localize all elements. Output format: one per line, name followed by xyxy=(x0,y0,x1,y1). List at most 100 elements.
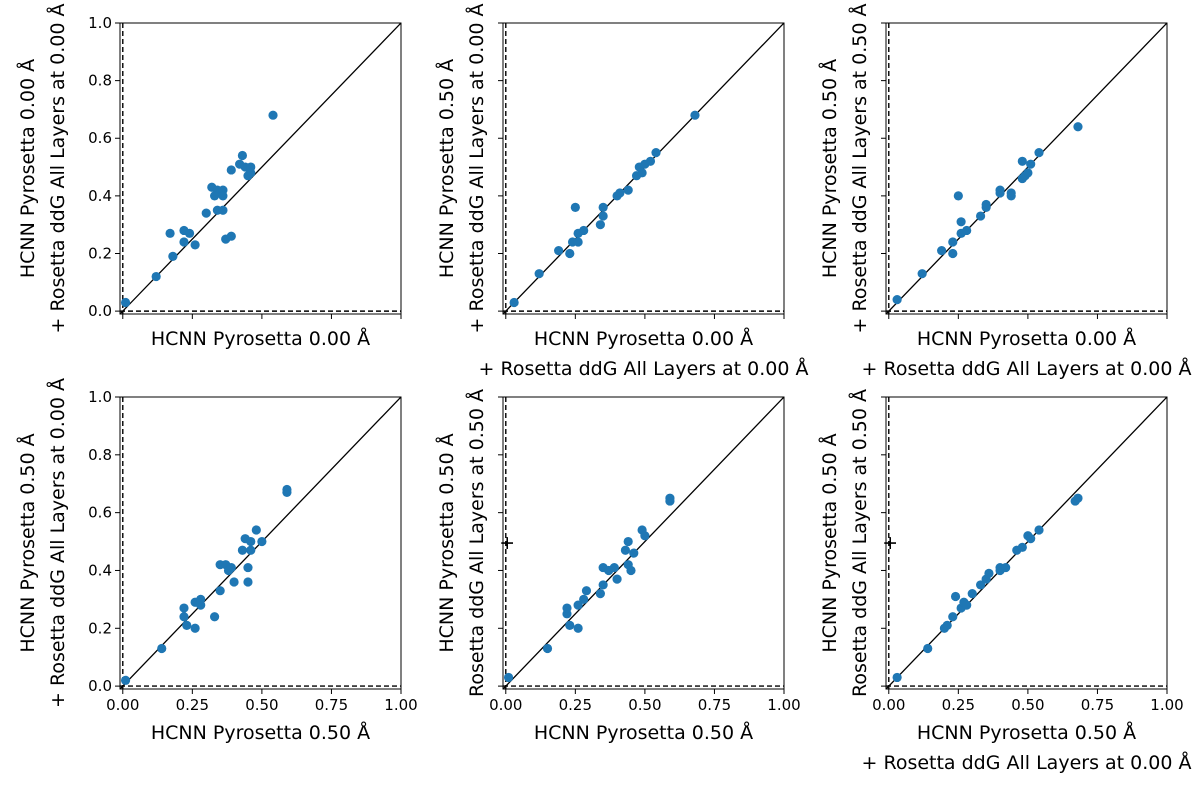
data-point xyxy=(218,205,228,215)
x-tick-label: 0.00 xyxy=(489,696,522,714)
y-tick-label: 0.4 xyxy=(88,561,112,579)
x-axis-label: HCNN Pyrosetta 0.00 Å xyxy=(534,327,753,350)
data-point xyxy=(573,623,583,633)
data-point xyxy=(1017,542,1027,552)
y-axis-label: HCNN Pyrosetta 0.50 Å xyxy=(16,433,39,652)
data-point xyxy=(948,248,958,259)
y-tick-label: 0.6 xyxy=(88,129,112,147)
data-point xyxy=(1073,122,1083,132)
plot-area xyxy=(886,23,1167,314)
data-point xyxy=(640,531,650,541)
data-point xyxy=(120,675,131,685)
data-point xyxy=(579,594,589,604)
data-point xyxy=(942,620,952,630)
data-point xyxy=(243,562,253,573)
data-point xyxy=(243,577,253,587)
y-axis-label: HCNN Pyrosetta 0.50 Å xyxy=(435,59,458,278)
panel-6: 0.00 0.25 0.50 0.75 1.00 HCNN Pyrosetta 0.50 … xyxy=(818,389,1191,774)
data-point xyxy=(612,574,622,584)
data-point xyxy=(892,672,902,683)
data-point xyxy=(595,588,605,599)
y-tick-label: 0.2 xyxy=(88,244,112,262)
x-tick-label: 0.75 xyxy=(698,696,731,714)
y-axis-label: HCNN Pyrosetta 0.50 Å xyxy=(435,433,458,652)
x-tick-label: 1.00 xyxy=(384,696,417,714)
y-axis-label: Rosetta ddG All Layers at 0.50 Å xyxy=(848,389,871,697)
panel-3: HCNN Pyrosetta 0.00 Å + Rosetta ddG All L… xyxy=(818,4,1191,380)
y-tick-label: 1.0 xyxy=(88,388,112,406)
data-point xyxy=(190,623,200,633)
data-point xyxy=(579,225,589,236)
data-point xyxy=(196,594,206,604)
data-point xyxy=(690,110,700,120)
plot-area xyxy=(503,23,784,314)
data-point xyxy=(950,591,961,602)
y-axis-label: HCNN Pyrosetta 0.50 Å xyxy=(818,59,841,278)
data-point xyxy=(995,185,1005,195)
data-point xyxy=(948,237,958,247)
axes-frame xyxy=(119,22,402,315)
data-point xyxy=(215,586,225,596)
y-axis-label: HCNN Pyrosetta 0.50 Å xyxy=(818,433,841,652)
x-tick-label: 0.25 xyxy=(559,696,592,714)
data-point xyxy=(282,484,292,495)
data-point xyxy=(120,297,131,308)
data-point xyxy=(184,228,195,238)
data-point xyxy=(246,536,256,547)
x-axis-label: HCNN Pyrosetta 0.50 Å xyxy=(151,721,370,744)
data-point xyxy=(268,110,278,120)
y-axis-label: + Rosetta ddG All Layers at 0.00 Å xyxy=(465,4,488,334)
y-tick-label: 0.8 xyxy=(88,72,112,90)
data-point xyxy=(962,225,972,236)
data-point xyxy=(629,548,639,558)
data-point xyxy=(665,493,675,503)
data-point xyxy=(229,577,239,587)
x-axis-label: + Rosetta ddG All Layers at 0.00 Å xyxy=(479,357,809,380)
axes-frame xyxy=(119,396,402,690)
x-tick-label: 0.00 xyxy=(872,696,905,714)
data-point xyxy=(554,246,564,256)
x-tick-label: 0.25 xyxy=(942,696,975,714)
data-point xyxy=(623,185,633,195)
data-point xyxy=(975,580,986,590)
data-point xyxy=(981,199,991,210)
data-point xyxy=(623,536,633,547)
data-point xyxy=(503,672,514,683)
plot-area xyxy=(503,397,784,689)
data-point xyxy=(1001,562,1011,573)
data-point xyxy=(168,251,178,261)
axes-frame xyxy=(885,22,1168,315)
axes-frame xyxy=(502,22,785,315)
y-axis-label: + xyxy=(879,535,901,551)
data-point xyxy=(1073,493,1083,503)
data-point xyxy=(626,565,636,576)
data-point xyxy=(975,211,986,221)
x-axis-label: + Rosetta ddG All Layers at 0.00 Å xyxy=(862,357,1192,380)
data-point xyxy=(257,536,267,547)
x-tick-label: 0.00 xyxy=(106,696,139,714)
identity-line xyxy=(120,23,401,314)
data-point xyxy=(237,150,248,161)
data-point xyxy=(967,588,977,599)
panel-4: 0.0 0.2 0.4 0.6 0.8 1.0 0.00 0.25 0.50 0.75 1.00 HC… xyxy=(16,378,418,744)
data-point xyxy=(542,643,553,654)
y-tick-label: 0.8 xyxy=(88,446,112,464)
data-point xyxy=(190,240,200,250)
data-point xyxy=(620,545,631,555)
x-tick-label: 0.75 xyxy=(1081,696,1114,714)
y-tick-label: 0.0 xyxy=(88,302,112,320)
panel-2: HCNN Pyrosetta 0.00 Å + Rosetta ddG All L… xyxy=(435,4,808,380)
data-point xyxy=(565,620,575,630)
data-point xyxy=(562,603,572,613)
data-point xyxy=(1017,156,1027,166)
y-tick-label: 0.4 xyxy=(88,187,112,205)
data-point xyxy=(923,643,933,654)
data-point xyxy=(1026,534,1036,544)
data-point xyxy=(151,271,161,282)
data-point xyxy=(226,231,236,241)
panel-1: 0.0 0.2 0.4 0.6 0.8 1.0 HCNN Pyrosetta 0.00 Å H… xyxy=(16,4,402,350)
x-tick-label: 0.25 xyxy=(176,696,209,714)
data-point xyxy=(598,211,608,221)
x-tick-label: 0.75 xyxy=(315,696,348,714)
data-point xyxy=(581,586,592,596)
